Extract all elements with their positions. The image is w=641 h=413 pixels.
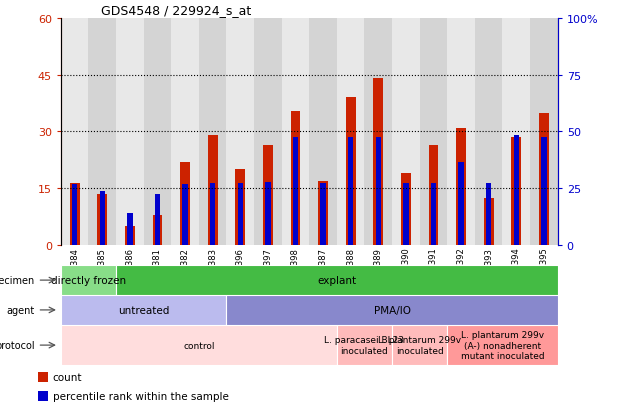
Bar [475, 19, 503, 246]
Bar [183, 184, 188, 246]
Bar [403, 183, 408, 246]
Bar [374, 79, 383, 246]
Bar [456, 128, 466, 246]
Bar [153, 216, 162, 246]
Text: explant: explant [317, 275, 356, 285]
Bar [447, 19, 475, 246]
Bar [539, 113, 549, 246]
Bar [263, 145, 272, 246]
Bar [238, 183, 243, 246]
Text: specimen: specimen [0, 275, 35, 285]
Text: PMA/IO: PMA/IO [374, 305, 411, 315]
Bar [401, 174, 411, 246]
Bar [484, 198, 494, 246]
Bar [458, 163, 463, 246]
Bar [254, 19, 281, 246]
Bar [541, 138, 547, 246]
Bar [125, 227, 135, 246]
Bar [486, 183, 492, 246]
Bar [503, 19, 530, 246]
Bar [180, 162, 190, 246]
Text: count: count [53, 372, 82, 382]
Bar [61, 266, 116, 295]
Bar [320, 183, 326, 246]
Bar [38, 372, 48, 382]
Text: directly frozen: directly frozen [51, 275, 126, 285]
Text: GDS4548 / 229924_s_at: GDS4548 / 229924_s_at [101, 5, 251, 17]
Bar [337, 19, 365, 246]
Bar [281, 19, 309, 246]
Bar [290, 112, 301, 246]
Bar [530, 19, 558, 246]
Text: untreated: untreated [118, 305, 169, 315]
Bar [512, 138, 521, 246]
Bar [116, 19, 144, 246]
Bar [337, 325, 392, 366]
Bar [365, 19, 392, 246]
Bar [420, 19, 447, 246]
Bar [309, 19, 337, 246]
Bar [346, 98, 356, 246]
Bar [376, 138, 381, 246]
Text: L. plantarum 299v
inoculated: L. plantarum 299v inoculated [378, 336, 462, 355]
Bar [293, 138, 298, 246]
Bar [348, 138, 353, 246]
Bar [70, 183, 79, 246]
Bar [99, 191, 105, 246]
Bar [72, 184, 78, 246]
Bar [61, 19, 88, 246]
Bar [318, 181, 328, 246]
Bar [199, 19, 226, 246]
Bar [171, 19, 199, 246]
Bar [208, 136, 217, 246]
Bar [429, 145, 438, 246]
Bar [226, 19, 254, 246]
Bar [431, 183, 436, 246]
Bar [392, 325, 447, 366]
Text: L. plantarum 299v
(A-) nonadherent
mutant inoculated: L. plantarum 299v (A-) nonadherent mutan… [461, 330, 544, 360]
Bar [226, 295, 558, 325]
Bar [155, 195, 160, 246]
Bar [447, 325, 558, 366]
Bar [61, 325, 337, 366]
Bar [144, 19, 171, 246]
Bar [210, 183, 215, 246]
Bar [513, 135, 519, 246]
Text: protocol: protocol [0, 340, 35, 350]
Text: L. paracasei BL23
inoculated: L. paracasei BL23 inoculated [324, 336, 404, 355]
Text: control: control [183, 341, 215, 350]
Text: percentile rank within the sample: percentile rank within the sample [53, 391, 229, 401]
Text: agent: agent [6, 305, 35, 315]
Bar [116, 266, 558, 295]
Bar [38, 391, 48, 401]
Bar [235, 170, 245, 246]
Bar [265, 182, 271, 246]
Bar [97, 195, 107, 246]
Bar [392, 19, 420, 246]
Bar [61, 295, 226, 325]
Bar [88, 19, 116, 246]
Bar [127, 214, 133, 246]
